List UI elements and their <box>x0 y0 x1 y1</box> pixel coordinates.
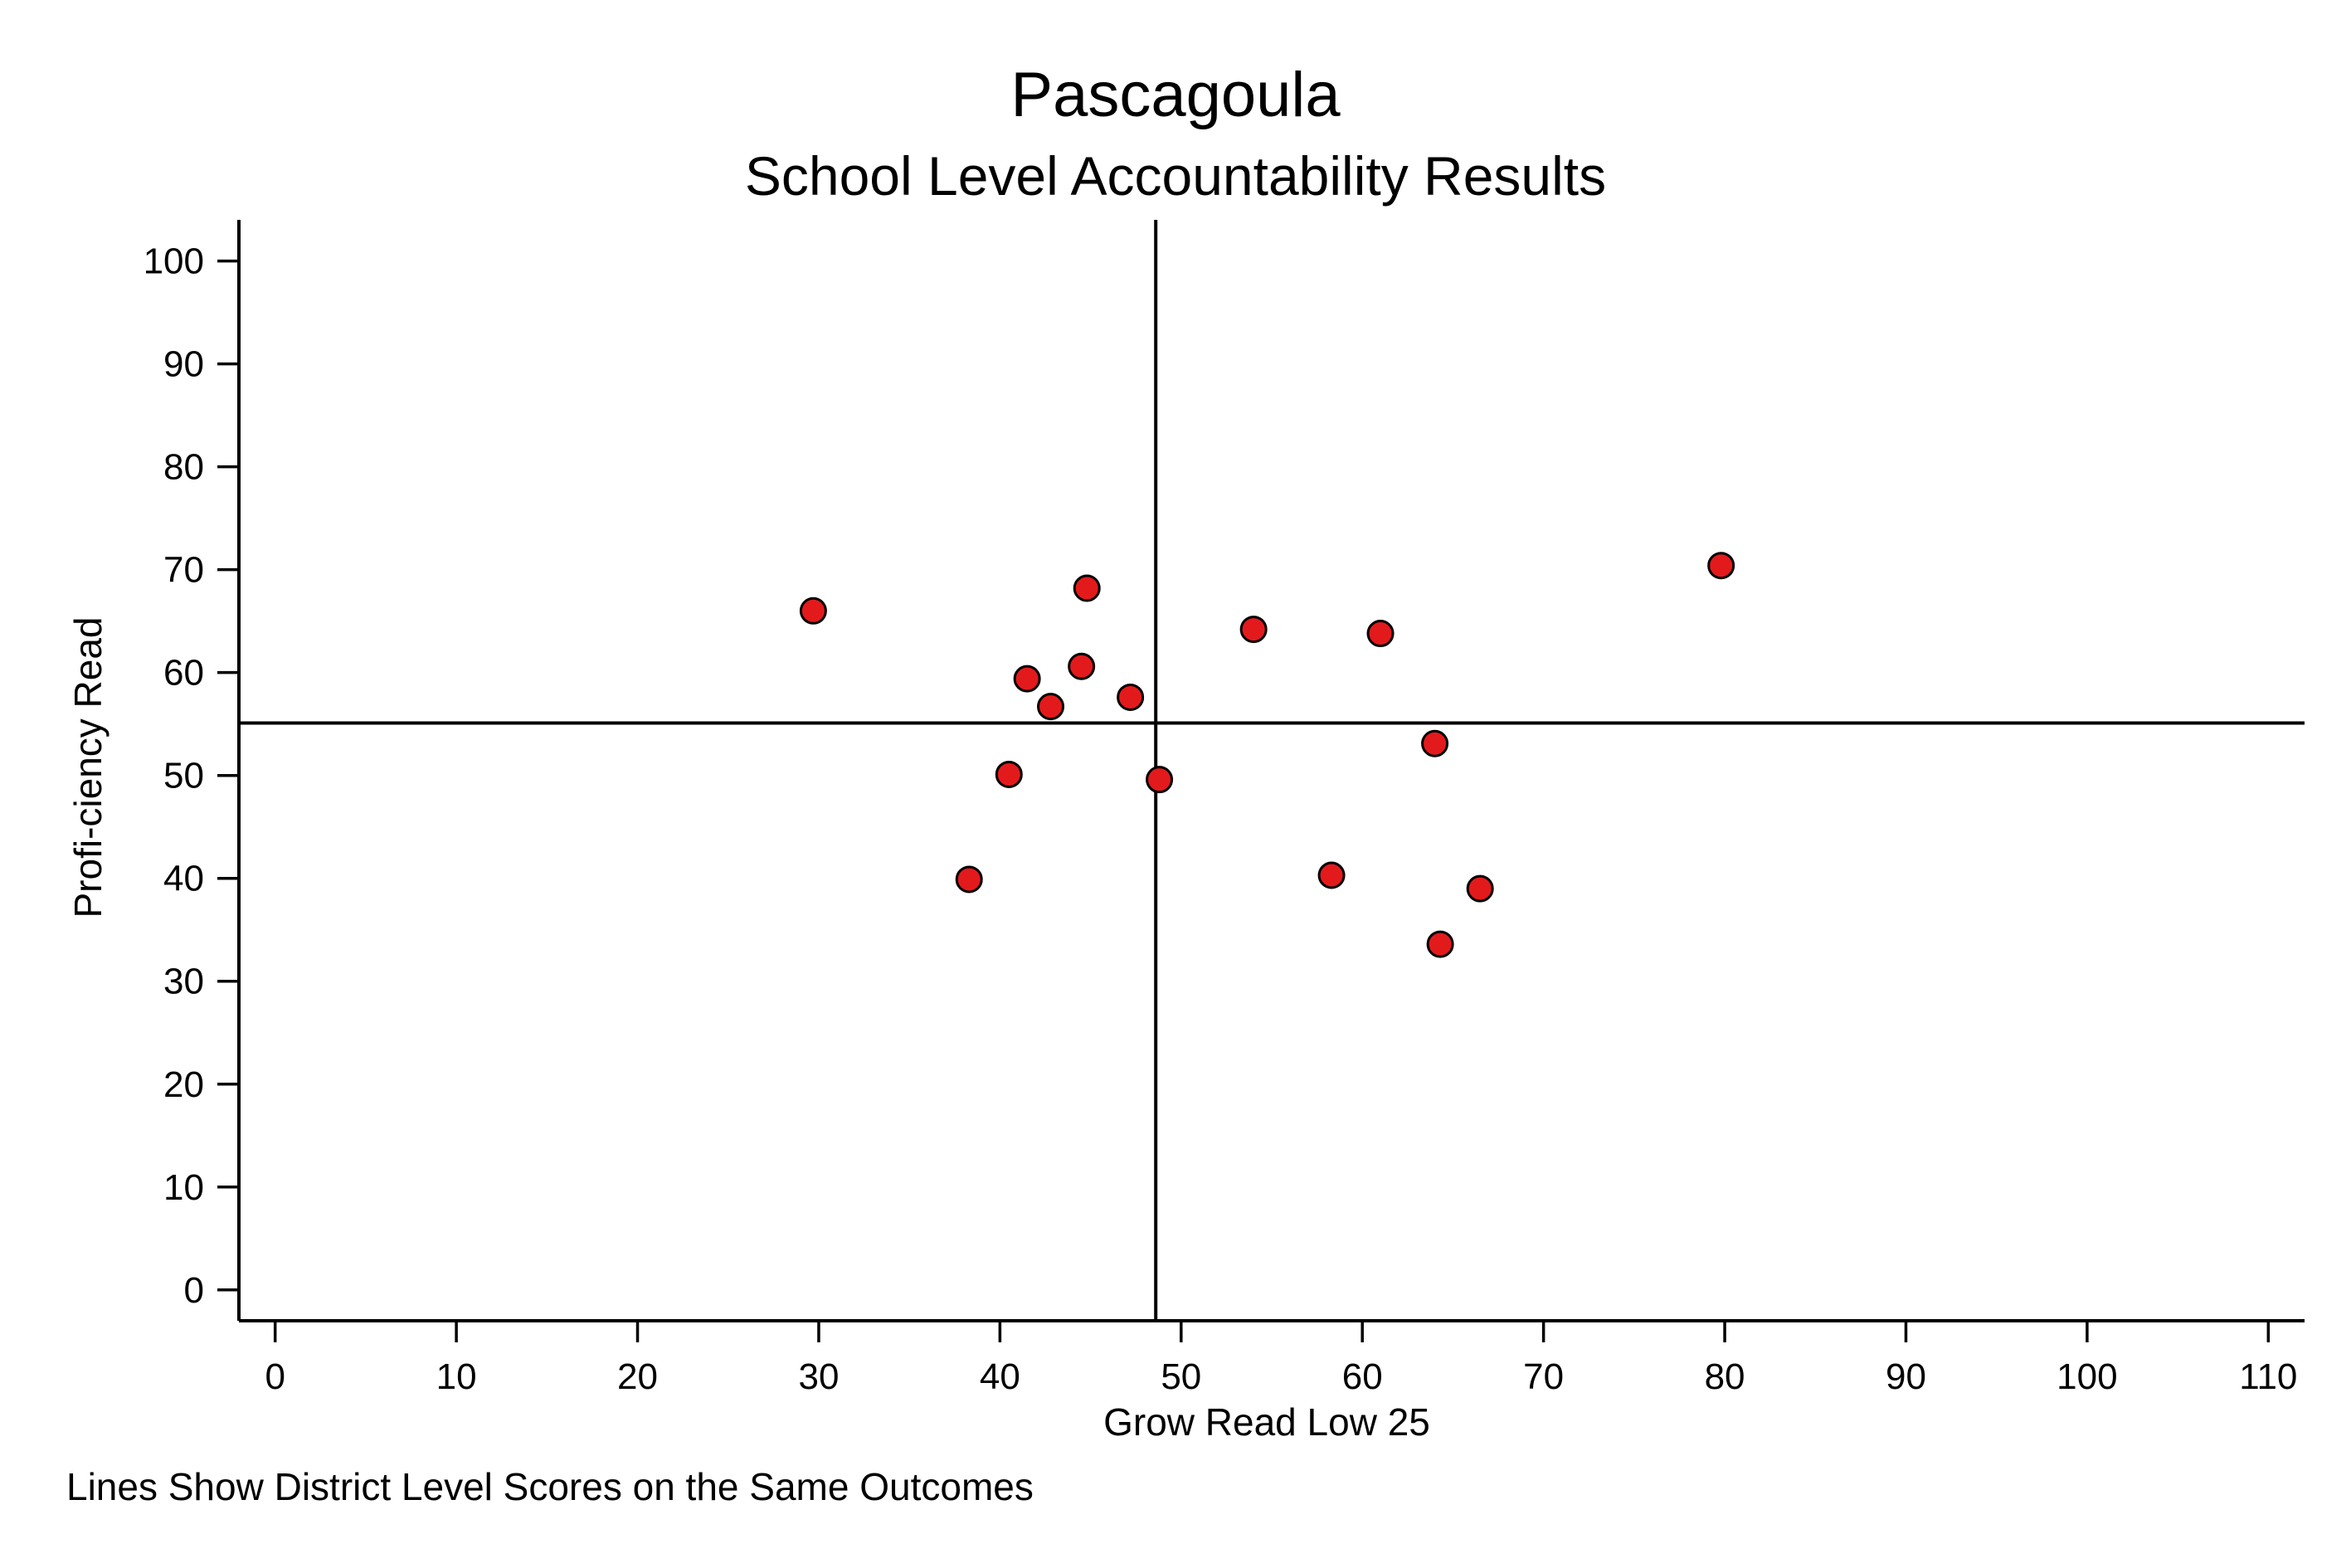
x-axis-title: Grow Read Low 25 <box>1103 1400 1430 1444</box>
data-point <box>1366 620 1395 648</box>
data-point <box>1707 552 1735 580</box>
chart-subtitle: School Level Accountability Results <box>745 145 1606 207</box>
data-point <box>1073 574 1101 602</box>
data-point <box>955 865 983 894</box>
data-point <box>1068 652 1096 680</box>
data-point <box>799 597 827 625</box>
x-axis: 0 10 20 30 40 50 60 70 80 90 100 110 <box>239 1319 2305 1397</box>
data-point <box>1421 729 1449 757</box>
x-tick-label: 80 <box>1705 1356 1745 1397</box>
x-tick-label: 60 <box>1342 1356 1383 1397</box>
x-tick-label: 10 <box>436 1356 477 1397</box>
x-tick-label: 20 <box>617 1356 658 1397</box>
data-point <box>995 760 1023 788</box>
y-tick-label: 50 <box>163 756 204 796</box>
chart-note: Lines Show District Level Scores on the … <box>66 1465 1034 1508</box>
district-reference-lines <box>239 220 2305 1321</box>
y-axis: 0 10 20 30 40 50 60 70 80 90 100 <box>144 220 241 1321</box>
x-tick-label: 50 <box>1161 1356 1201 1397</box>
data-points <box>799 552 1735 958</box>
data-point <box>1013 665 1041 693</box>
x-tick-label: 90 <box>1886 1356 1926 1397</box>
y-tick-label: 20 <box>163 1064 204 1105</box>
data-point <box>1466 874 1494 903</box>
y-tick-label: 0 <box>184 1270 204 1311</box>
x-tick-label: 40 <box>980 1356 1020 1397</box>
y-axis-title: Profi-ciency Read <box>66 616 110 918</box>
y-tick-label: 90 <box>163 344 204 385</box>
y-tick-label: 30 <box>163 962 204 1002</box>
data-point <box>1037 693 1065 721</box>
data-point <box>1117 683 1145 711</box>
x-tick-label: 0 <box>265 1356 285 1397</box>
y-tick-label: 100 <box>144 241 204 282</box>
y-tick-label: 80 <box>163 447 204 488</box>
data-point <box>1239 616 1268 644</box>
x-tick-label: 100 <box>2057 1356 2117 1397</box>
y-tick-label: 10 <box>163 1167 204 1208</box>
x-tick-label: 30 <box>798 1356 839 1397</box>
data-point <box>1317 861 1346 889</box>
data-point <box>1146 766 1174 794</box>
x-tick-label: 70 <box>1523 1356 1564 1397</box>
data-point <box>1426 930 1454 958</box>
y-tick-label: 60 <box>163 653 204 694</box>
y-tick-label: 40 <box>163 859 204 899</box>
y-tick-label: 70 <box>163 550 204 591</box>
x-tick-label: 110 <box>2239 1356 2297 1397</box>
chart-title: Pascagoula <box>1010 60 1341 130</box>
